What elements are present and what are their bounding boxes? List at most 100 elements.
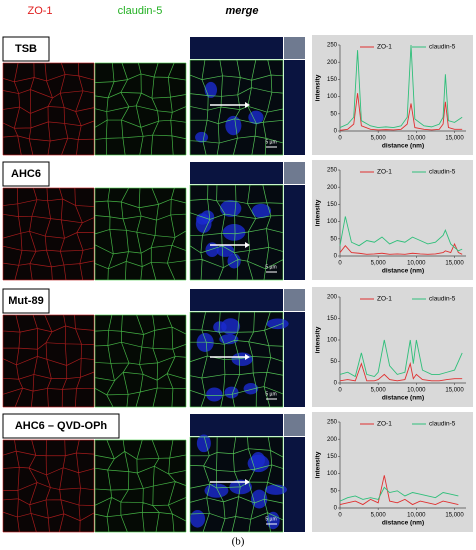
y-axis-label: intensity [315,326,322,353]
y-tick-label: 250 [327,420,338,426]
x-tick-label: 10,000 [407,136,426,142]
chart-panel [312,160,473,280]
chart-panel [312,287,473,407]
column-header: merge [225,5,258,17]
y-tick-label: 50 [330,111,337,117]
nucleus [219,334,239,345]
merge-side-strip [284,312,305,407]
x-tick-label: 0 [338,136,342,142]
merge-top-strip [190,289,283,311]
y-tick-label: 250 [327,43,338,49]
y-axis-label: intensity [315,451,322,478]
y-tick-label: 200 [327,185,338,191]
legend-label: ZO-1 [377,169,392,176]
y-axis-label: intensity [315,74,322,101]
y-tick-label: 0 [334,254,338,260]
y-tick-label: 200 [327,295,338,301]
x-tick-label: 15,000 [445,261,464,267]
row-label-box [2,36,50,62]
x-axis-label: distance (nm) [382,143,424,150]
nucleus [225,115,242,136]
legend-label: ZO-1 [377,421,392,428]
scale-bar-label: 5 µm [265,391,276,397]
y-axis-label: intensity [315,199,322,226]
scale-bar-label: 5 µm [265,139,276,145]
legend-label: claudin-5 [429,169,456,176]
y-tick-label: 150 [327,202,338,208]
row-label: Mut-89 [8,295,43,307]
caption: (b) [232,536,245,548]
cell-borders [94,62,187,156]
legend-label: ZO-1 [377,296,392,303]
merge-side-strip [284,60,305,155]
cell-borders [2,439,95,533]
y-tick-label: 150 [327,454,338,460]
nucleus [251,489,268,509]
x-tick-label: 15,000 [445,388,464,394]
y-tick-label: 200 [327,437,338,443]
y-tick-label: 0 [334,381,338,387]
claudin-image [95,440,186,532]
nucleus [205,242,219,257]
y-tick-label: 100 [327,471,338,477]
cell-borders [189,184,284,281]
row-label: TSB [15,43,37,55]
merge-top-strip [190,162,283,184]
nucleus [243,382,259,395]
y-tick-label: 150 [327,316,338,322]
arrowhead [245,102,250,108]
nucleus [216,244,235,257]
x-tick-label: 15,000 [445,513,464,519]
cell-borders [94,439,187,533]
x-tick-label: 5,000 [371,513,387,519]
x-tick-label: 5,000 [371,261,387,267]
claudin-image [95,63,186,155]
series-line [339,339,463,378]
row-label-box [2,413,120,439]
merge-top-strip [190,414,283,436]
legend-label: claudin-5 [429,296,456,303]
nucleus [251,451,266,468]
y-tick-label: 250 [327,168,338,174]
merge-corner [284,289,305,311]
x-tick-label: 5,000 [371,136,387,142]
x-tick-label: 10,000 [407,261,426,267]
cell-borders [189,59,284,156]
merge-side-strip [284,185,305,280]
x-axis-label: distance (nm) [382,268,424,275]
nucleus [224,386,239,399]
cell-borders [189,436,284,533]
chart-panel [312,35,473,155]
series-line [339,486,459,502]
column-header: claudin-5 [118,5,163,17]
row-label-box [2,161,50,187]
nucleus [264,484,288,495]
arrowhead [245,354,250,360]
nucleus [204,483,229,498]
merge-side-strip [284,437,305,532]
nucleus [222,223,246,241]
column-header: ZO-1 [27,5,52,17]
row-label-box [2,288,50,314]
cell-borders [2,187,95,281]
x-tick-label: 10,000 [407,513,426,519]
nucleus [227,253,241,269]
nucleus [195,131,209,143]
merge-top-strip [190,37,283,59]
series-line [339,216,463,252]
cell-borders [2,62,95,156]
cell-borders [189,311,284,408]
zo1-image [3,315,94,407]
x-tick-label: 0 [338,513,342,519]
arrowhead [245,479,250,485]
y-tick-label: 50 [330,359,337,365]
y-tick-label: 50 [330,236,337,242]
y-tick-label: 200 [327,60,338,66]
x-axis-label: distance (nm) [382,395,424,402]
y-tick-label: 100 [327,94,338,100]
cell-borders [94,314,187,408]
series-line [339,44,463,129]
nucleus [248,110,264,125]
nucleus [251,203,272,219]
